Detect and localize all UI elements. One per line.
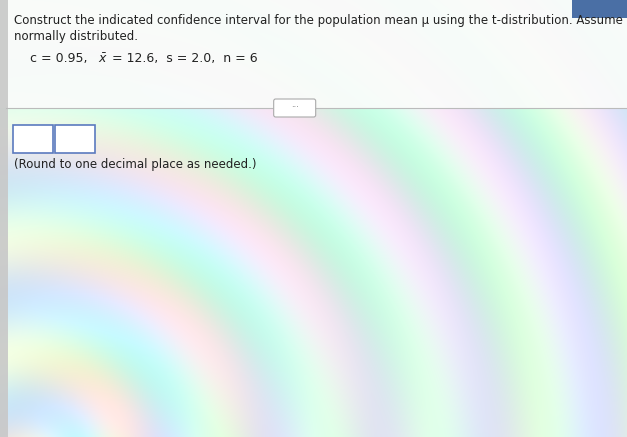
FancyBboxPatch shape [13, 125, 53, 153]
Bar [0, 0, 627, 108]
Text: ···: ··· [291, 104, 298, 112]
Text: normally distributed.: normally distributed. [14, 30, 138, 43]
Bar [0, 0, 8, 437]
Text: c = 0.95,: c = 0.95, [30, 52, 95, 65]
Text: (Round to one decimal place as needed.): (Round to one decimal place as needed.) [14, 158, 256, 171]
Text: = 12.6,  s = 2.0,  n = 6: = 12.6, s = 2.0, n = 6 [108, 52, 258, 65]
Bar [572, 0, 627, 18]
FancyBboxPatch shape [55, 125, 95, 153]
Text: Construct the indicated confidence interval for the population mean μ using the : Construct the indicated confidence inter… [14, 14, 627, 27]
Text: $\bar{x}$: $\bar{x}$ [98, 52, 108, 66]
Bar [0, 0, 627, 108]
FancyBboxPatch shape [274, 99, 315, 117]
